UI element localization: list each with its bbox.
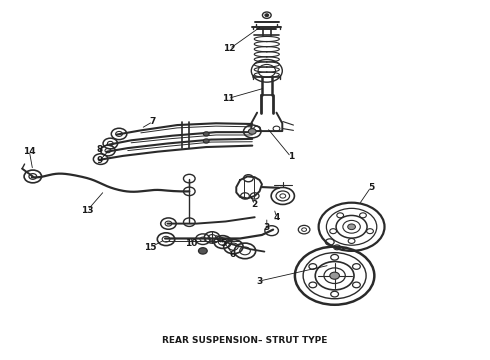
Text: 9: 9 [97,156,103,165]
Text: 4: 4 [273,213,280,222]
Text: 5: 5 [220,239,226,248]
Text: 1: 1 [288,153,294,162]
Text: 13: 13 [81,206,94,215]
Text: 6: 6 [230,250,236,259]
Circle shape [348,224,355,230]
Circle shape [203,139,209,143]
Text: 3: 3 [264,223,270,232]
Text: 11: 11 [222,94,234,103]
Text: REAR SUSPENSION– STRUT TYPE: REAR SUSPENSION– STRUT TYPE [162,336,328,345]
Text: 2: 2 [251,200,258,209]
Circle shape [330,272,340,279]
Text: 5: 5 [368,183,374,192]
Circle shape [248,129,256,134]
Circle shape [265,14,269,17]
Circle shape [203,132,209,136]
Text: 12: 12 [223,44,236,53]
Text: 3: 3 [256,276,263,285]
Text: 10: 10 [186,239,198,248]
Text: 8: 8 [97,145,103,154]
Text: 15: 15 [144,243,157,252]
Text: 7: 7 [150,117,156,126]
Circle shape [198,248,207,254]
Text: 14: 14 [23,147,36,156]
